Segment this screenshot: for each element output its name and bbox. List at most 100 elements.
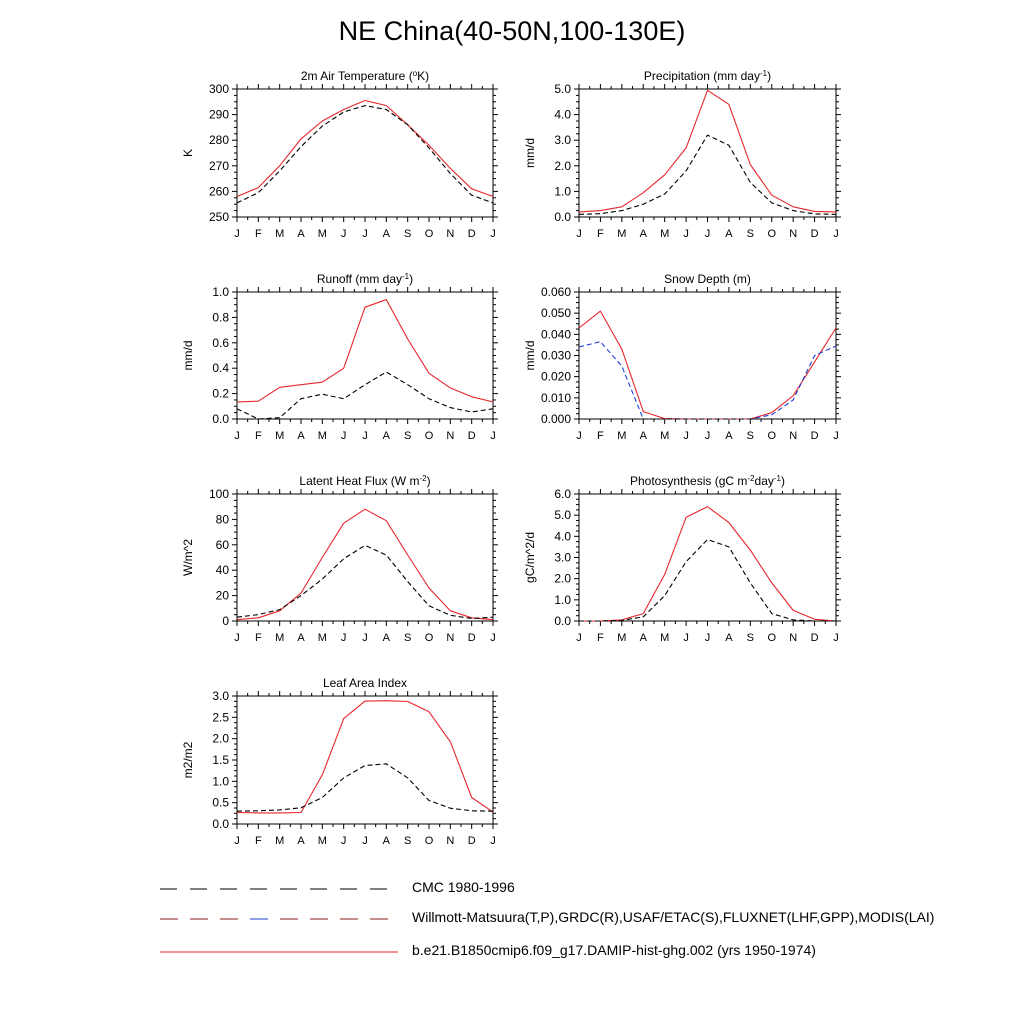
panel-5: Latent Heat Flux (W m-2)J F M A M J J A S O N D J020… — [181, 474, 498, 644]
y-tick-label: 100 — [209, 487, 229, 501]
panel-title: Snow Depth (m) — [664, 272, 751, 286]
x-tick-label: M — [660, 228, 669, 240]
figure-title: NE China(40-50N,100-130E) — [338, 16, 686, 46]
x-tick-label: M — [660, 632, 669, 644]
x-tick-label: F — [597, 228, 604, 240]
y-tick-label: 0.040 — [541, 327, 571, 341]
legend-swatch-dash-mixed — [160, 918, 388, 920]
x-tick-label: J — [576, 228, 582, 240]
x-tick-label: A — [725, 228, 733, 240]
x-tick-label: M — [275, 228, 284, 240]
panel-3: Runoff (mm day-1) J F M A M J J A S O N D J 0.0 0.2 0.4 0… — [181, 272, 498, 442]
x-tick-label: J — [490, 835, 496, 847]
x-tick-label: M — [617, 228, 626, 240]
y-tick-label: 60 — [216, 538, 230, 552]
x-tick-label: J — [576, 632, 582, 644]
y-tick-label: 290 — [209, 108, 229, 122]
x-tick-label: J — [341, 228, 347, 240]
y-axis-label: m2/m2 — [181, 741, 195, 778]
y-tick-label: 0.8 — [212, 310, 229, 324]
y-tick-label: 4.0 — [554, 108, 571, 122]
x-tick-label: M — [660, 430, 669, 442]
series-line-2 — [578, 341, 837, 420]
x-tick-label: J — [683, 430, 689, 442]
x-tick-label: A — [383, 228, 391, 240]
y-tick-label: 0.050 — [541, 306, 571, 320]
x-tick-label: J — [683, 632, 689, 644]
y-tick-label: 0.060 — [541, 285, 571, 299]
y-tick-label: 0.020 — [541, 370, 571, 384]
x-tick-label: N — [446, 835, 454, 847]
y-tick-label: 260 — [209, 184, 229, 198]
y-tick-label: 1.0 — [554, 593, 571, 607]
x-tick-label: A — [297, 632, 305, 644]
x-tick-label: F — [255, 228, 262, 240]
series-line-2 — [236, 763, 494, 812]
series-line-1 — [579, 506, 837, 622]
legend-swatch-solid-red — [160, 951, 398, 953]
x-tick-label: J — [362, 430, 368, 442]
x-tick-label: O — [767, 228, 776, 240]
plot-frame — [578, 291, 837, 420]
x-tick-label: J — [362, 228, 368, 240]
x-tick-label: M — [275, 632, 284, 644]
y-tick-label: 280 — [209, 133, 229, 147]
x-tick-label: A — [297, 430, 305, 442]
x-tick-label: N — [789, 228, 797, 240]
x-tick-label: N — [789, 430, 797, 442]
x-tick-label: F — [597, 632, 604, 644]
y-tick-label: 0.010 — [541, 391, 571, 405]
x-tick-label: D — [811, 632, 819, 644]
y-tick-label: 0 — [222, 614, 229, 628]
x-tick-label: J — [362, 835, 368, 847]
panel-title: Latent Heat Flux (W m-2) — [299, 474, 430, 489]
y-tick-label: 1.0 — [554, 184, 571, 198]
y-tick-label: 1.0 — [212, 285, 229, 299]
x-tick-label: A — [640, 632, 648, 644]
x-tick-label: O — [767, 430, 776, 442]
y-tick-label: 5.0 — [554, 508, 571, 522]
y-tick-label: 3.0 — [554, 551, 571, 565]
x-tick-label: J — [234, 228, 240, 240]
x-tick-label: J — [341, 632, 347, 644]
x-tick-label: D — [468, 632, 476, 644]
y-tick-label: 0.000 — [541, 412, 571, 426]
panel-2: Precipitation (mm day-1)J F M A M J J A S O N D J0.0… — [523, 69, 841, 240]
y-tick-label: 0.4 — [212, 361, 229, 375]
y-axis-label: K — [181, 149, 195, 157]
x-tick-label: J — [362, 632, 368, 644]
x-tick-label: M — [617, 430, 626, 442]
series-line-2 — [236, 105, 494, 204]
x-tick-label: A — [725, 632, 733, 644]
x-tick-label: J — [341, 835, 347, 847]
x-tick-label: D — [468, 430, 476, 442]
x-tick-label: S — [404, 632, 411, 644]
series-line-2 — [578, 134, 837, 215]
x-tick-label: J — [833, 632, 839, 644]
plot-frame — [236, 695, 494, 825]
x-tick-label: S — [747, 430, 754, 442]
y-tick-label: 6.0 — [554, 487, 571, 501]
y-tick-label: 80 — [216, 512, 230, 526]
x-tick-label: A — [725, 430, 733, 442]
x-tick-label: D — [468, 228, 476, 240]
x-tick-label: J — [234, 430, 240, 442]
series-line-2 — [236, 371, 494, 420]
x-tick-label: M — [318, 632, 327, 644]
panel-6: Photosynthesis (gC m-2day-1)J F M A M J J A S O N D… — [523, 474, 841, 644]
x-tick-label: O — [425, 228, 434, 240]
x-tick-label: N — [446, 430, 454, 442]
x-tick-label: O — [425, 835, 434, 847]
y-axis-label: W/m^2 — [181, 539, 195, 576]
x-tick-label: J — [341, 430, 347, 442]
x-tick-label: J — [833, 430, 839, 442]
y-tick-label: 2.0 — [554, 572, 571, 586]
y-tick-label: 1.0 — [212, 774, 229, 788]
y-axis-label: gC/m^2/d — [523, 532, 537, 583]
x-tick-label: M — [318, 228, 327, 240]
x-tick-label: A — [383, 632, 391, 644]
x-tick-label: F — [255, 430, 262, 442]
x-tick-label: F — [255, 632, 262, 644]
series-line-1 — [578, 89, 837, 213]
